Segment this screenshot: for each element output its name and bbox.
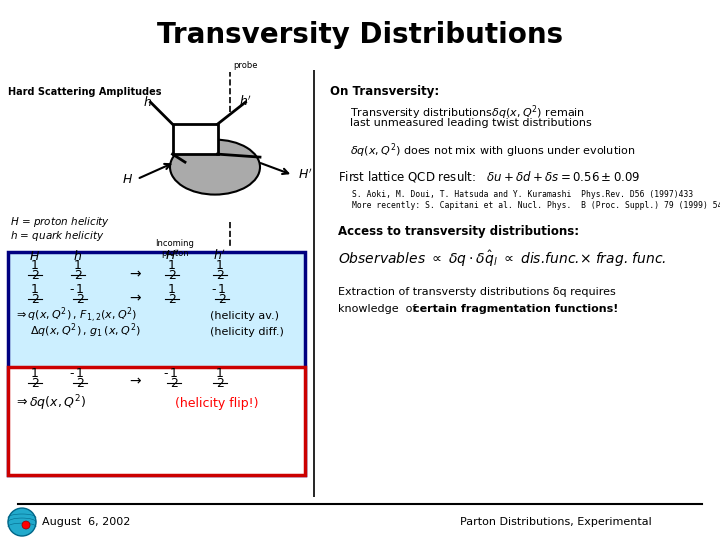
Text: 1: 1	[76, 367, 84, 380]
Text: last unmeasured leading twist distributions: last unmeasured leading twist distributi…	[350, 118, 592, 128]
Text: -: -	[70, 367, 74, 380]
Text: 1: 1	[216, 259, 224, 272]
Circle shape	[8, 508, 36, 536]
Text: Transversity distributions$\delta q(x,Q^2)$ remain: Transversity distributions$\delta q(x,Q^…	[350, 103, 585, 122]
Text: $H'$: $H'$	[165, 248, 179, 263]
Text: (helicity diff.): (helicity diff.)	[210, 327, 284, 337]
Text: 1: 1	[170, 367, 178, 380]
Text: $\rightarrow$: $\rightarrow$	[127, 290, 143, 304]
Text: $H$: $H$	[30, 250, 40, 263]
Text: S. Aoki, M. Doui, T. Hatsuda and Y. Kuramashi  Phys.Rev. D56 (1997)433: S. Aoki, M. Doui, T. Hatsuda and Y. Kura…	[352, 190, 693, 199]
Text: Access to transversity distributions:: Access to transversity distributions:	[338, 225, 579, 238]
Ellipse shape	[170, 140, 260, 194]
Text: $\delta q(x,Q^2)$ does not mix with gluons under evolution: $\delta q(x,Q^2)$ does not mix with gluo…	[350, 141, 636, 160]
Bar	[8, 252, 305, 475]
Text: Hard Scattering Amplitudes: Hard Scattering Amplitudes	[8, 87, 161, 97]
Bar	[173, 124, 217, 154]
Text: $\Rightarrow \delta q(x,Q^2)$: $\Rightarrow \delta q(x,Q^2)$	[14, 393, 86, 413]
Text: 1: 1	[76, 283, 84, 296]
Text: 2: 2	[74, 269, 82, 282]
Text: 1: 1	[216, 367, 224, 380]
Text: 1: 1	[168, 259, 176, 272]
Text: Extraction of transversty distributions δq requires: Extraction of transversty distributions …	[338, 287, 616, 297]
Text: $h$ = quark helicity: $h$ = quark helicity	[10, 229, 104, 243]
Text: 1: 1	[218, 283, 226, 296]
Text: $h$: $h$	[73, 249, 83, 263]
Text: 2: 2	[31, 293, 39, 306]
Text: -: -	[70, 283, 74, 296]
Text: First lattice QCD result:   $\delta u + \delta d + \delta s = 0.56 \pm 0.09$: First lattice QCD result: $\delta u + \d…	[338, 169, 640, 184]
Text: $H$: $H$	[122, 173, 133, 186]
Bar	[8, 367, 305, 475]
Text: (helicity av.): (helicity av.)	[210, 311, 279, 321]
Text: -: -	[163, 367, 168, 380]
Text: $h'$: $h'$	[239, 94, 252, 109]
Text: 2: 2	[76, 377, 84, 390]
Text: knowledge  of: knowledge of	[338, 304, 420, 314]
Text: 2: 2	[170, 377, 178, 390]
Text: 2: 2	[76, 293, 84, 306]
Text: Observables $\propto$ $\delta q \cdot \delta\hat{q}_l$ $\propto$ dis.func.$\time: Observables $\propto$ $\delta q \cdot \d…	[338, 249, 667, 269]
Text: $\Delta q(x,Q^2)\,,\,g_1\,(x,Q^2)$: $\Delta q(x,Q^2)\,,\,g_1\,(x,Q^2)$	[30, 322, 140, 340]
Text: 1: 1	[31, 367, 39, 380]
Text: Transversity Distributions: Transversity Distributions	[157, 21, 563, 49]
Text: August  6, 2002: August 6, 2002	[42, 517, 130, 527]
Text: $H'$: $H'$	[298, 168, 312, 183]
Text: Incoming
proton: Incoming proton	[156, 239, 194, 259]
Text: 1: 1	[168, 283, 176, 296]
Text: On Transversity:: On Transversity:	[330, 85, 439, 98]
Circle shape	[22, 521, 30, 529]
Text: $\rightarrow$: $\rightarrow$	[127, 266, 143, 280]
Text: 2: 2	[168, 269, 176, 282]
Text: 1: 1	[31, 283, 39, 296]
Text: (helicity flip!): (helicity flip!)	[175, 397, 258, 410]
Text: -: -	[212, 283, 216, 296]
Text: $\Rightarrow q(x,Q^2)\,,\,F_{1,2}(x,Q^2)$: $\Rightarrow q(x,Q^2)\,,\,F_{1,2}(x,Q^2)…	[14, 306, 138, 325]
Text: More recently: S. Capitani et al. Nucl. Phys.  B (Proc. Suppl.) 79 (1999) 548: More recently: S. Capitani et al. Nucl. …	[352, 201, 720, 210]
Text: 1: 1	[31, 259, 39, 272]
Text: 2: 2	[216, 377, 224, 390]
Text: Parton Distributions, Experimental: Parton Distributions, Experimental	[460, 517, 652, 527]
Text: $\rightarrow$: $\rightarrow$	[127, 374, 143, 388]
Text: certain fragmentation functions!: certain fragmentation functions!	[413, 304, 618, 314]
Text: 1: 1	[74, 259, 82, 272]
Text: probe: probe	[233, 61, 258, 70]
Text: 2: 2	[31, 377, 39, 390]
Text: 2: 2	[218, 293, 226, 306]
Text: $H$ = proton helicity: $H$ = proton helicity	[10, 215, 110, 229]
Text: $h$: $h$	[143, 95, 152, 109]
Text: 2: 2	[168, 293, 176, 306]
Text: 2: 2	[31, 269, 39, 282]
Text: 2: 2	[216, 269, 224, 282]
Text: $h'$: $h'$	[213, 248, 227, 263]
